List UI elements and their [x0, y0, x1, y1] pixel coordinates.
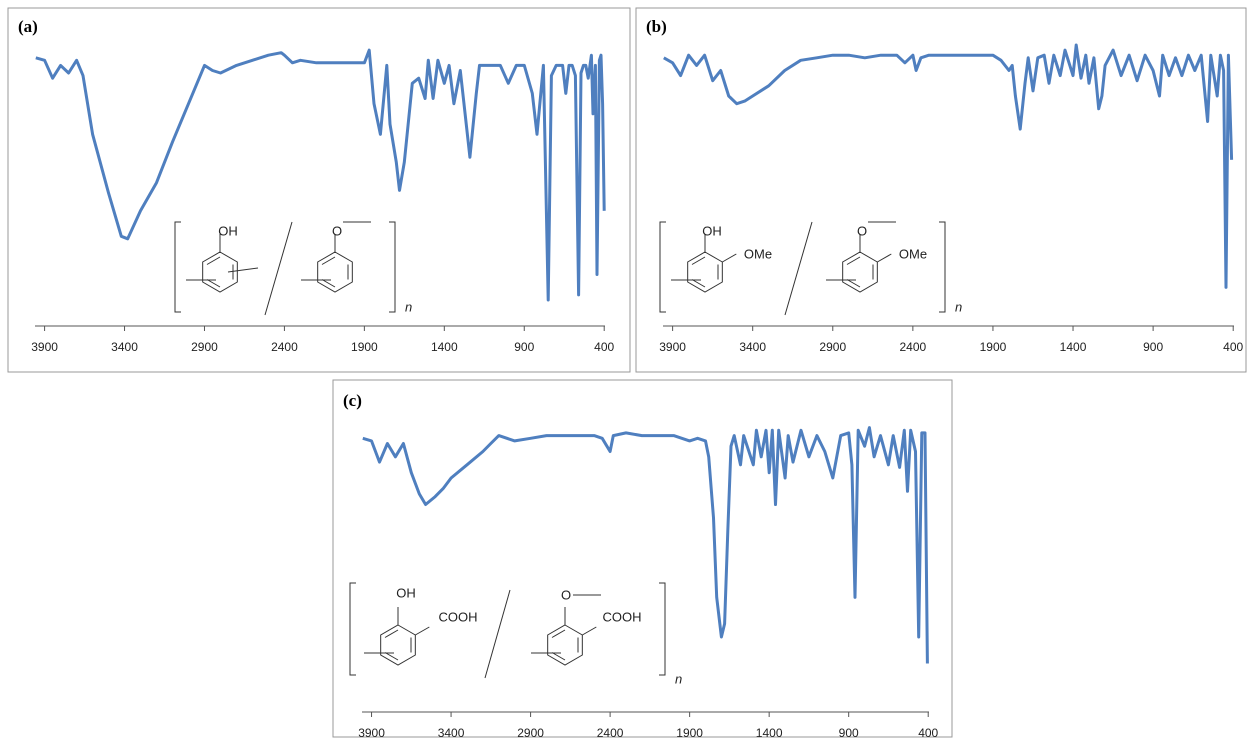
double-bond	[551, 629, 566, 638]
benzene-ring	[317, 251, 353, 293]
spectrum-line	[663, 43, 1234, 289]
x-tick-label: 3400	[111, 340, 138, 354]
benzene-ring	[547, 624, 583, 666]
spectrum-line	[35, 48, 606, 302]
double-bond	[206, 256, 221, 265]
polymer-link	[227, 267, 259, 273]
panel-frame	[7, 7, 631, 373]
structure-label: COOH	[439, 609, 478, 624]
x-tick-label: 3400	[438, 726, 465, 738]
panel-title: (c)	[343, 391, 362, 410]
structure-label: OMe	[744, 246, 772, 261]
panel-frame	[635, 7, 1247, 373]
x-tick-label: 1900	[980, 340, 1007, 354]
separator	[264, 221, 293, 316]
structure-label: n	[955, 299, 962, 314]
panel-title: (a)	[18, 17, 38, 36]
double-bond	[321, 256, 336, 265]
x-tick-label: 3400	[739, 340, 766, 354]
bond	[722, 253, 737, 263]
chart-panel: (a) 3900 3400 2900 2400 1900 1400 900 400 OH On	[7, 7, 631, 373]
x-tick-label: 2400	[597, 726, 624, 738]
structure-label: n	[405, 299, 412, 314]
spectrum-line	[362, 426, 929, 664]
x-tick-label: 400	[1223, 340, 1243, 354]
x-tick-label: 2900	[819, 340, 846, 354]
double-bond	[551, 652, 566, 661]
structure-label: COOH	[603, 609, 642, 624]
double-bond	[321, 279, 336, 288]
benzene-ring	[842, 251, 878, 293]
x-tick-label: 2400	[271, 340, 298, 354]
structure-label: n	[675, 671, 682, 686]
x-tick-label: 2400	[900, 340, 927, 354]
structure-label: O	[561, 587, 571, 602]
bond	[582, 626, 597, 636]
chart-panel: (c) 3900 3400 2900 2400 1900 1400 900 400 OH COOH O…	[332, 379, 953, 740]
x-tick-label: 400	[918, 726, 938, 738]
bracket	[174, 221, 181, 313]
x-tick-label: 2900	[517, 726, 544, 738]
benzene-ring	[380, 624, 416, 666]
chart-panel: (b) 3900 3400 2900 2400 1900 1400 900 400 OH OMe O O…	[635, 7, 1247, 373]
panel-title: (b)	[646, 17, 667, 36]
double-bond	[846, 256, 861, 265]
x-tick-label: 1400	[431, 340, 458, 354]
double-bond	[691, 256, 706, 265]
structure-label: OH	[218, 223, 238, 238]
bracket	[939, 221, 946, 313]
bracket	[349, 582, 356, 676]
bracket	[389, 221, 396, 313]
structure-label: OH	[396, 585, 416, 600]
separator	[784, 221, 813, 316]
double-bond	[846, 279, 861, 288]
x-tick-label: 2900	[191, 340, 218, 354]
double-bond	[691, 279, 706, 288]
x-tick-label: 900	[1143, 340, 1163, 354]
x-tick-label: 3900	[358, 726, 385, 738]
structure-label: O	[857, 223, 867, 238]
x-tick-label: 1400	[756, 726, 783, 738]
bracket	[659, 582, 666, 676]
benzene-ring	[687, 251, 723, 293]
double-bond	[384, 652, 399, 661]
x-tick-label: 400	[594, 340, 614, 354]
benzene-ring	[202, 251, 238, 293]
bracket	[659, 221, 666, 313]
separator	[484, 589, 511, 679]
bond	[877, 253, 892, 263]
structure-label: O	[332, 223, 342, 238]
x-tick-label: 1400	[1060, 340, 1087, 354]
double-bond	[384, 629, 399, 638]
x-tick-label: 1900	[676, 726, 703, 738]
x-tick-label: 3900	[31, 340, 58, 354]
structure-label: OMe	[899, 246, 927, 261]
structure-label: OH	[702, 223, 722, 238]
x-tick-label: 1900	[351, 340, 378, 354]
panel-frame	[332, 379, 953, 738]
double-bond	[206, 279, 221, 288]
x-tick-label: 3900	[659, 340, 686, 354]
bond	[415, 626, 430, 636]
x-tick-label: 900	[514, 340, 534, 354]
x-tick-label: 900	[839, 726, 859, 738]
